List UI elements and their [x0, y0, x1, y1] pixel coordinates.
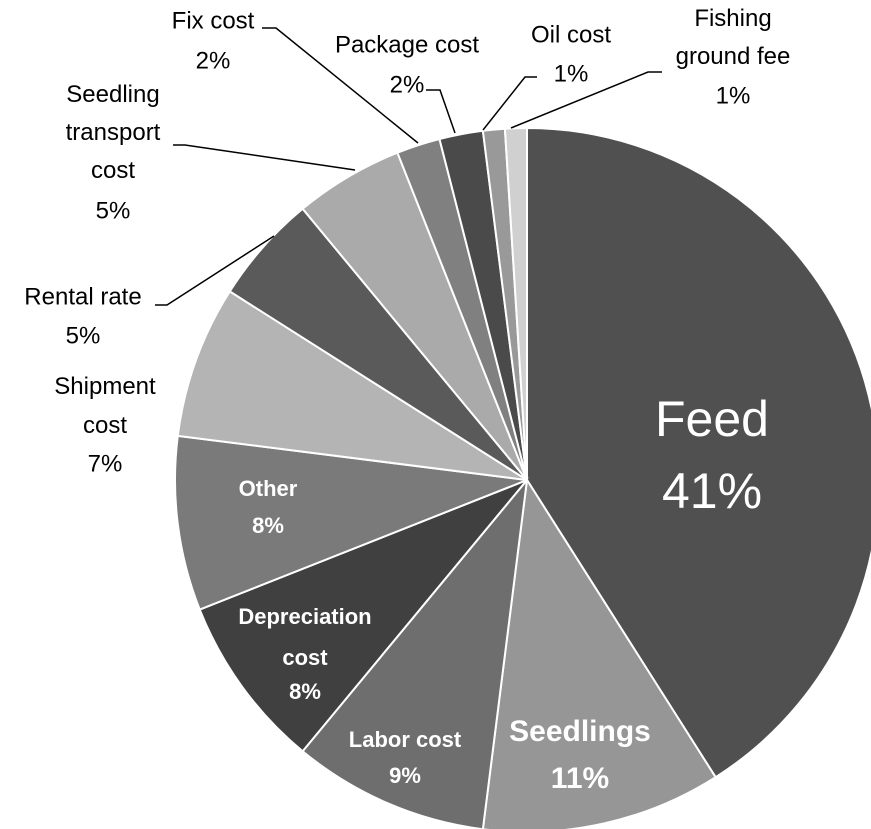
category-label: Seedlings — [509, 715, 651, 748]
category-label: Fishing ground fee — [676, 5, 791, 70]
category-label: Labor cost — [349, 727, 462, 752]
category-label: Feed — [655, 391, 769, 447]
label-line: Shipment — [54, 373, 156, 400]
leader-line — [262, 27, 419, 144]
leader-line — [482, 76, 537, 131]
value-label: 9% — [389, 763, 421, 788]
labels: Feed 41% Seedlings 11% Labor cost 9% Depreciat… — [24, 5, 790, 795]
category-label: Rental rate — [24, 283, 141, 310]
slices — [174, 126, 871, 829]
leader-lines — [155, 27, 662, 306]
pie-slice — [503, 126, 528, 481]
label-line: Fishing — [694, 5, 771, 32]
value-label: 5% — [96, 197, 131, 224]
value-label: 2% — [196, 47, 231, 74]
pie-slice — [174, 434, 528, 611]
value-label: 8% — [252, 513, 284, 538]
category-label: Seedling transport cost — [66, 81, 161, 184]
leader-line — [510, 71, 662, 129]
value-label: 2% — [390, 71, 425, 98]
pie-slice — [301, 476, 529, 829]
label-line: transport — [66, 119, 161, 146]
category-label: Other — [239, 476, 298, 501]
label-line: Seedling — [66, 81, 159, 108]
category-label: Package cost — [335, 31, 479, 58]
leader-line — [173, 144, 356, 171]
value-label: 1% — [554, 60, 589, 87]
pie-slice — [176, 290, 528, 481]
leader-line — [426, 89, 456, 134]
label-line: cost — [91, 157, 135, 184]
category-label: Depreciation cost — [238, 604, 371, 670]
pie-slice — [198, 479, 528, 753]
value-label: 1% — [716, 82, 751, 109]
label-line: cost — [282, 645, 328, 670]
category-label: Oil cost — [531, 21, 611, 48]
category-label: Shipment cost — [54, 373, 156, 439]
value-label: 41% — [662, 463, 762, 519]
pie-slice — [481, 477, 717, 829]
label-line: cost — [83, 412, 127, 439]
value-label: 11% — [551, 762, 609, 795]
value-label: 7% — [88, 450, 123, 477]
category-label: Fix cost — [172, 7, 255, 34]
value-label: 8% — [289, 679, 321, 704]
label-line: Depreciation — [238, 604, 371, 629]
leader-line — [155, 235, 275, 306]
value-label: 5% — [66, 322, 101, 349]
label-line: ground fee — [676, 43, 791, 70]
